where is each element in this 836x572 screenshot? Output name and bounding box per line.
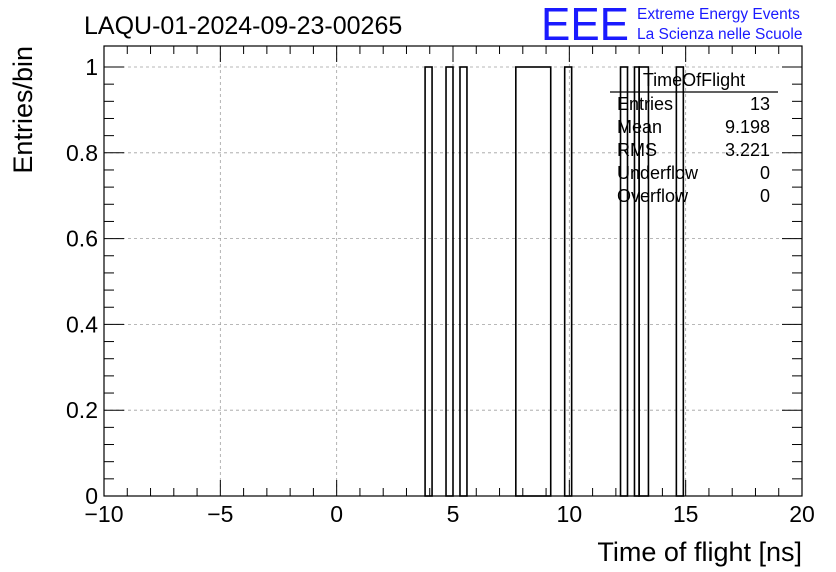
chart-title: LAQU-01-2024-09-23-00265 <box>84 12 402 40</box>
x-tick-label: 20 <box>789 501 815 527</box>
histogram-bin <box>563 66 573 497</box>
stats-label: Overflow <box>617 186 689 206</box>
histogram-bin <box>675 66 685 497</box>
x-tick-label: −10 <box>84 501 123 527</box>
stats-value: 3.221 <box>725 140 770 160</box>
histogram-bin <box>515 66 552 497</box>
y-tick-label: 0.4 <box>66 311 98 337</box>
histogram-bin <box>445 66 454 497</box>
eee-logo-line1: Extreme Energy Events <box>637 6 800 23</box>
stats-value: 0 <box>760 163 770 183</box>
x-tick-label: −5 <box>207 501 233 527</box>
stats-title: TimeOfFlight <box>643 70 745 90</box>
y-axis-label: Entries/bin <box>8 46 38 174</box>
stats-label: Underflow <box>617 163 699 183</box>
y-tick-label: 0 <box>85 483 98 509</box>
y-tick-label: 1 <box>85 54 98 80</box>
stats-label: RMS <box>617 140 657 160</box>
y-tick-labels: 0 0.2 0.4 0.6 0.8 1 <box>66 54 98 509</box>
stats-rows: Entries 13 Mean 9.198 RMS 3.221 Underflow 0 Over… <box>617 94 770 206</box>
histogram-bin <box>424 66 433 497</box>
y-tick-label: 0.6 <box>66 226 98 252</box>
axis-ticks <box>103 46 803 497</box>
eee-logo: EEE Extreme Energy Events La Scienza nel… <box>541 0 802 50</box>
x-axis-label: Time of flight [ns] <box>597 537 802 567</box>
x-tick-label: 0 <box>330 501 343 527</box>
eee-logo-line2: La Scienza nelle Scuole <box>637 26 802 43</box>
stats-box: TimeOfFlight Entries 13 Mean 9.198 RMS 3.221 U… <box>610 70 778 206</box>
stats-value: 0 <box>760 186 770 206</box>
histogram-bin <box>459 66 468 497</box>
x-tick-label: 15 <box>673 501 699 527</box>
x-tick-labels: −10 −5 0 5 10 15 20 <box>84 501 814 527</box>
stats-label: Entries <box>617 94 673 114</box>
eee-logo-mark: EEE <box>541 0 629 50</box>
x-tick-label: 5 <box>447 501 460 527</box>
x-tick-label: 10 <box>557 501 583 527</box>
y-tick-label: 0.2 <box>66 397 98 423</box>
y-tick-label: 0.8 <box>66 140 98 166</box>
stats-label: Mean <box>617 117 662 137</box>
stats-value: 13 <box>750 94 770 114</box>
stats-value: 9.198 <box>725 117 770 137</box>
